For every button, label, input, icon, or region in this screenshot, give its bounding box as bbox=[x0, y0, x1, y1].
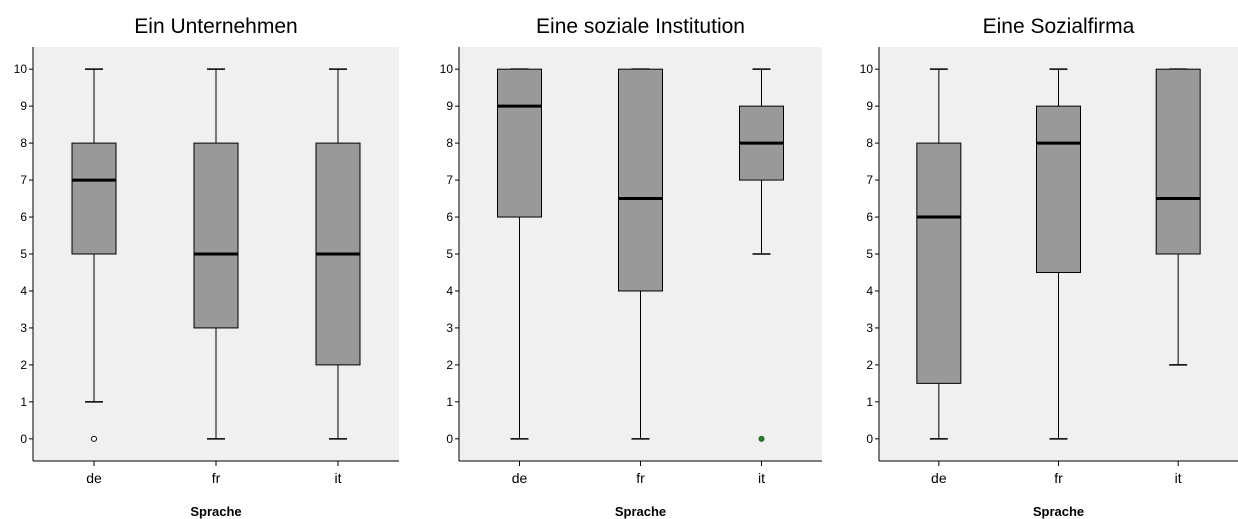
x-tick-label: de bbox=[931, 470, 947, 486]
box-de bbox=[916, 68, 962, 440]
x-axis-label: Sprache bbox=[1033, 504, 1084, 519]
y-tick-label: 9 bbox=[446, 99, 453, 113]
box-fr bbox=[618, 68, 663, 440]
box-it bbox=[739, 68, 784, 442]
chart-panel-3: Eine Sozialfirma 0 1 2 3 4 5 6 7 8 9 10 de fr it Sprach… bbox=[860, 15, 1238, 519]
outlier-point bbox=[758, 435, 765, 442]
x-axis-label: Sprache bbox=[615, 504, 666, 519]
x-tick-label: fr bbox=[212, 470, 221, 486]
y-tick-label: 3 bbox=[446, 321, 453, 335]
y-tick-label: 3 bbox=[866, 321, 873, 335]
chart-panel-2: Eine soziale Institution 0 1 2 3 4 5 6 7 8 9 10 de fr… bbox=[440, 15, 822, 519]
iqr-box bbox=[618, 68, 663, 292]
iqr-box bbox=[916, 142, 962, 384]
outlier-point bbox=[91, 435, 97, 442]
y-tick-label: 4 bbox=[446, 284, 453, 298]
y-tick-label: 4 bbox=[866, 284, 873, 298]
y-tick-label: 4 bbox=[20, 284, 27, 298]
y-tick-label: 1 bbox=[866, 395, 873, 409]
y-tick-label: 8 bbox=[866, 136, 873, 150]
y-tick-label: 5 bbox=[446, 247, 453, 261]
y-tick-label: 1 bbox=[20, 395, 27, 409]
iqr-box bbox=[497, 68, 542, 218]
y-tick-label: 9 bbox=[866, 99, 873, 113]
iqr-box bbox=[71, 142, 117, 255]
x-tick-label: it bbox=[758, 470, 765, 486]
iqr-box bbox=[193, 142, 239, 329]
y-tick-label: 8 bbox=[20, 136, 27, 150]
y-tick-label: 9 bbox=[20, 99, 27, 113]
x-tick-label: fr bbox=[1054, 470, 1063, 486]
x-tick-label: de bbox=[86, 470, 102, 486]
box-de bbox=[71, 68, 117, 442]
y-tick-label: 2 bbox=[446, 358, 453, 372]
y-tick-label: 6 bbox=[446, 210, 453, 224]
box-fr bbox=[1036, 68, 1081, 440]
box-fr bbox=[193, 68, 239, 440]
y-tick-label: 10 bbox=[440, 62, 454, 76]
x-axis-label: Sprache bbox=[190, 504, 241, 519]
y-tick-label: 5 bbox=[866, 247, 873, 261]
y-tick-label: 0 bbox=[446, 432, 453, 446]
iqr-box bbox=[1036, 105, 1081, 273]
y-tick-label: 7 bbox=[866, 173, 873, 187]
box-it bbox=[315, 68, 361, 440]
y-tick-label: 7 bbox=[446, 173, 453, 187]
x-tick-label: it bbox=[335, 470, 342, 486]
iqr-box bbox=[1155, 68, 1201, 255]
chart-panel-1: Ein Unternehmen 0 1 2 3 4 5 6 7 8 9 10 de fr it Sprache bbox=[14, 15, 399, 519]
chart-title: Eine soziale Institution bbox=[536, 15, 745, 38]
y-tick-label: 10 bbox=[860, 62, 874, 76]
y-tick-label: 0 bbox=[20, 432, 27, 446]
y-tick-label: 6 bbox=[866, 210, 873, 224]
chart-title: Eine Sozialfirma bbox=[983, 15, 1135, 38]
x-tick-label: de bbox=[512, 470, 528, 486]
y-tick-label: 2 bbox=[866, 358, 873, 372]
y-tick-label: 10 bbox=[14, 62, 28, 76]
chart-title: Ein Unternehmen bbox=[134, 15, 297, 38]
y-tick-label: 3 bbox=[20, 321, 27, 335]
y-tick-label: 1 bbox=[446, 395, 453, 409]
y-tick-label: 5 bbox=[20, 247, 27, 261]
y-tick-label: 2 bbox=[20, 358, 27, 372]
y-tick-label: 8 bbox=[446, 136, 453, 150]
box-it bbox=[1155, 68, 1201, 366]
x-tick-label: it bbox=[1175, 470, 1182, 486]
y-tick-label: 0 bbox=[866, 432, 873, 446]
box-de bbox=[497, 68, 542, 440]
y-tick-label: 6 bbox=[20, 210, 27, 224]
y-tick-label: 7 bbox=[20, 173, 27, 187]
x-tick-label: fr bbox=[636, 470, 645, 486]
